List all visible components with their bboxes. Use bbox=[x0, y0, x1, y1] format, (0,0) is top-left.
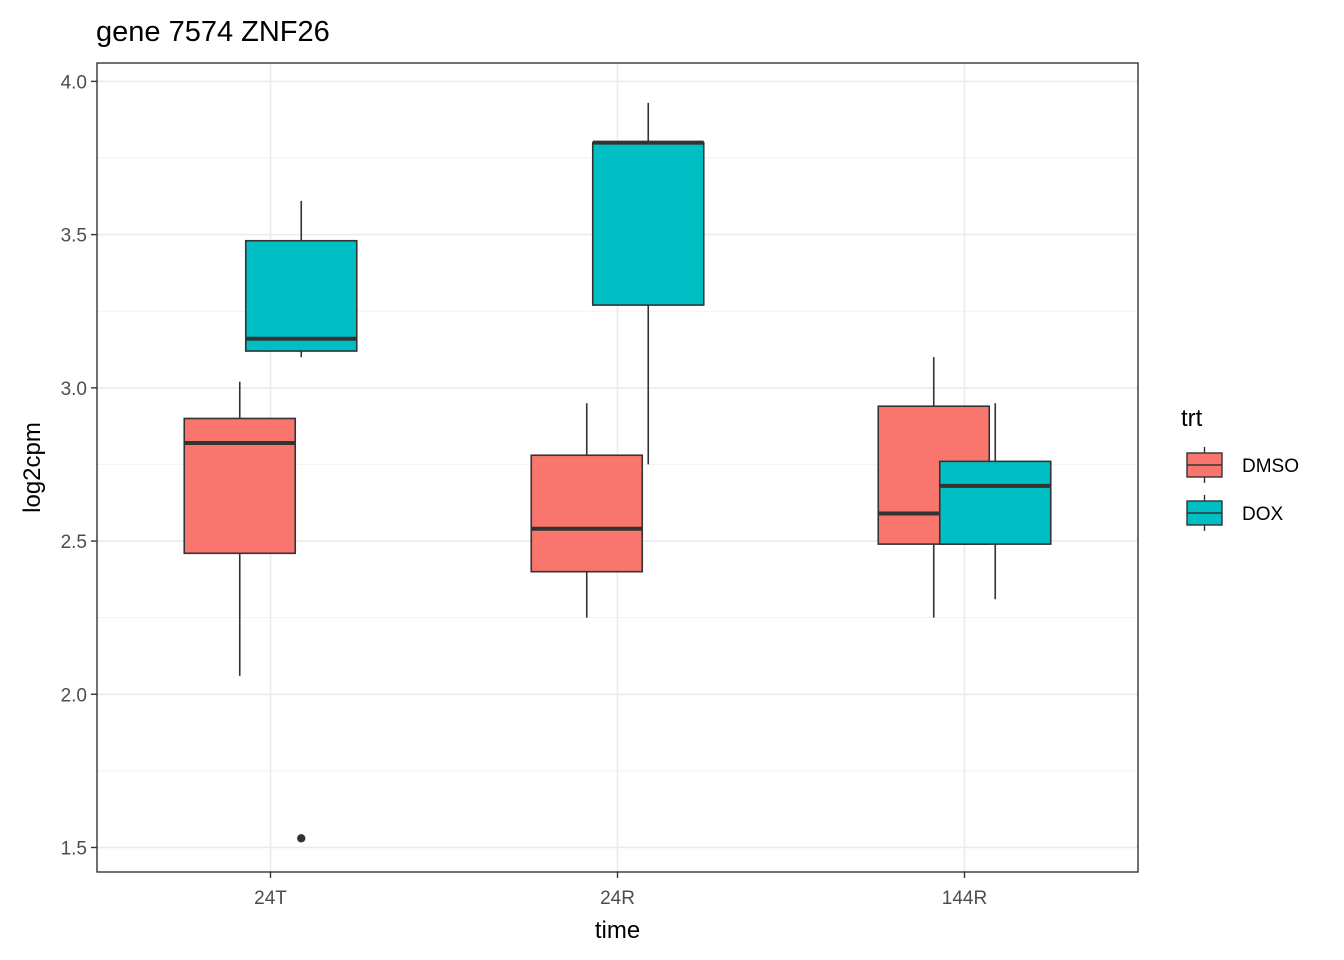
x-tick-label: 24R bbox=[600, 888, 635, 909]
box-dmso-24r bbox=[530, 403, 644, 618]
box-dox-24r bbox=[591, 102, 705, 465]
y-tick-label: 2.0 bbox=[61, 685, 87, 706]
box-dox-24t bbox=[244, 200, 358, 843]
x-tick-label: 144R bbox=[942, 888, 987, 909]
outlier-point bbox=[297, 834, 306, 843]
x-axis-title: time bbox=[595, 917, 640, 944]
box-iqr bbox=[938, 460, 1052, 545]
chart-title: gene 7574 ZNF26 bbox=[96, 16, 330, 48]
y-axis: 1.5 2.0 2.5 3.0 3.5 4.0 bbox=[61, 72, 97, 859]
x-tick-label: 24T bbox=[254, 888, 287, 909]
y-tick-label: 2.5 bbox=[61, 532, 87, 553]
y-tick-label: 1.5 bbox=[61, 838, 87, 859]
boxes bbox=[183, 102, 1052, 843]
legend-label: DOX bbox=[1242, 504, 1284, 525]
legend-item-dmso: DMSO bbox=[1186, 447, 1299, 483]
box-iqr bbox=[183, 417, 297, 555]
legend-label: DMSO bbox=[1242, 456, 1299, 477]
legend-item-dox: DOX bbox=[1186, 495, 1284, 531]
y-axis-title: log2cpm bbox=[19, 422, 46, 513]
y-tick-label: 4.0 bbox=[61, 72, 87, 93]
box-dmso-24t bbox=[183, 381, 297, 676]
box-iqr bbox=[530, 454, 644, 573]
legend-title: trt bbox=[1181, 405, 1203, 432]
box-iqr bbox=[591, 141, 705, 306]
y-tick-label: 3.5 bbox=[61, 226, 87, 247]
box-dox-144r bbox=[938, 403, 1052, 600]
y-tick-label: 3.0 bbox=[61, 379, 87, 400]
x-axis: 24T 24R 144R bbox=[254, 872, 987, 909]
legend: trt DMSO DOX bbox=[1181, 405, 1299, 531]
box-iqr bbox=[244, 239, 358, 352]
